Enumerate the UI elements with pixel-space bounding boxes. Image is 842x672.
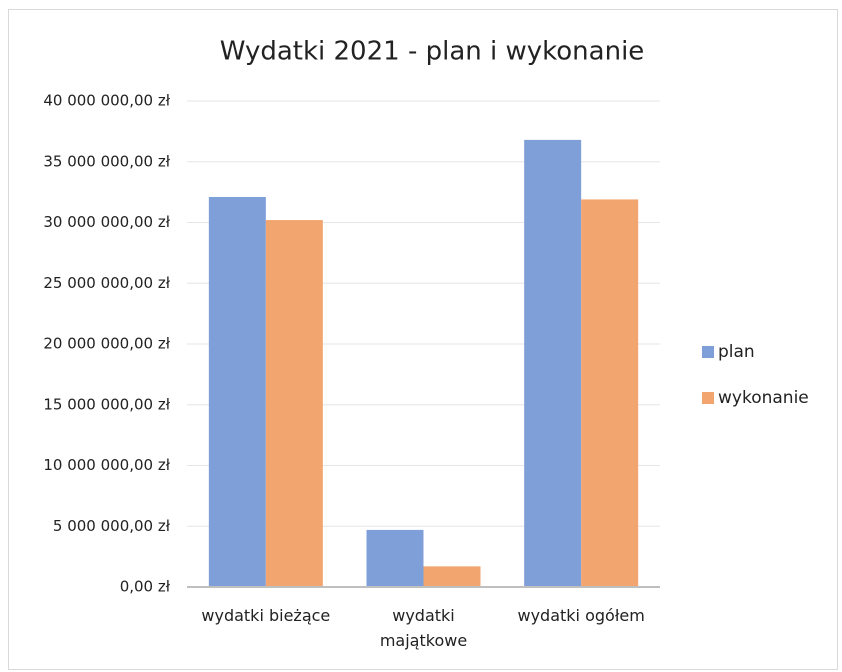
bar [581,199,639,588]
bar [208,196,266,588]
y-tick-label: 15 000 000,00 zł [43,395,170,413]
legend-swatch [702,346,714,358]
y-tick-label: 35 000 000,00 zł [43,152,170,170]
y-tick-label: 30 000 000,00 zł [43,213,170,231]
y-tick-label: 10 000 000,00 zł [43,456,170,474]
chart-title: Wydatki 2021 - plan i wykonanie [220,37,645,67]
y-tick-label: 25 000 000,00 zł [43,274,170,292]
x-tick-label: wydatki bieżące [201,606,331,625]
bar [265,220,323,587]
y-tick-label: 0,00 zł [120,578,171,596]
bar [524,139,582,587]
bar [366,529,424,587]
bar [423,566,481,587]
legend-label: wykonanie [718,388,809,408]
y-tick-label: 20 000 000,00 zł [43,335,170,353]
legend-label: plan [718,342,755,362]
x-tick-label: wydatki ogółem [517,606,645,625]
legend-swatch [702,392,714,404]
x-tick-label: wydatki majątkowe [379,606,468,650]
y-tick-label: 40 000 000,00 zł [43,92,170,110]
y-tick-label: 5 000 000,00 zł [53,517,171,535]
